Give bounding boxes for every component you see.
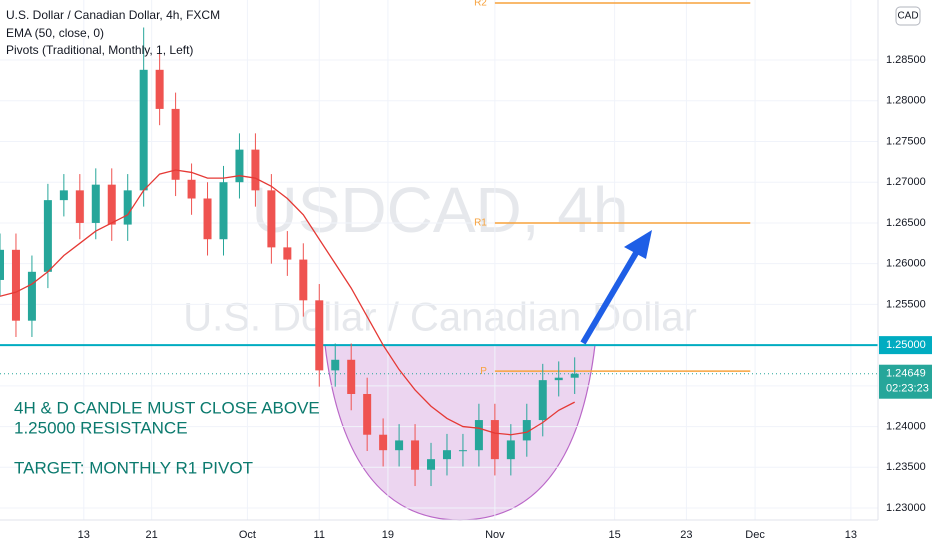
candle-body — [315, 300, 324, 371]
resistance-tag — [879, 336, 932, 355]
candle-body — [347, 359, 356, 394]
candle-body — [123, 190, 132, 225]
y-tick-label: 1.25500 — [886, 298, 926, 310]
pivot-label: R1 — [474, 218, 487, 229]
candle-body — [538, 380, 547, 421]
candle-body — [139, 69, 148, 191]
annotation: 1.25000 RESISTANCE — [14, 418, 188, 437]
y-tick-label: 1.23000 — [886, 502, 926, 514]
candle-body — [91, 184, 100, 223]
y-tick-label: 1.26000 — [886, 258, 926, 270]
candle-body — [267, 190, 276, 248]
candle-body — [219, 182, 228, 240]
candle-body — [299, 259, 308, 301]
candle-body — [331, 359, 340, 371]
x-tick-label: 13 — [845, 529, 857, 541]
x-tick-label: 19 — [382, 529, 394, 541]
candle-body — [490, 420, 499, 460]
arrow — [580, 251, 639, 345]
candle-body — [554, 377, 563, 381]
annotation: 4H & D CANDLE MUST CLOSE ABOVE — [14, 398, 320, 417]
pivot-label: R2 — [474, 0, 487, 9]
candle-body — [203, 198, 212, 240]
ema-line — [0, 169, 575, 436]
y-tick-label: 1.28500 — [886, 54, 926, 66]
candle-body — [11, 249, 20, 321]
indicator: Pivots (Traditional, Monthly, 1, Left) — [6, 43, 193, 57]
y-tick-label: 1.28000 — [886, 95, 926, 107]
pivot-label: P — [480, 366, 487, 377]
y-tick-label: 1.23500 — [886, 461, 926, 473]
candle-body — [27, 271, 36, 321]
indicator: EMA (50, close, 0) — [6, 26, 104, 40]
countdown: 02:23:23 — [886, 383, 929, 395]
x-tick-label: 23 — [680, 529, 692, 541]
candle-body — [171, 108, 180, 180]
candle-body — [75, 190, 84, 223]
candle-body — [570, 373, 579, 378]
candle-body — [155, 69, 164, 109]
x-tick-label: Oct — [239, 529, 256, 541]
candle-body — [43, 200, 52, 272]
x-tick-label: Nov — [485, 529, 505, 541]
x-tick-label: 15 — [608, 529, 620, 541]
candle-body — [0, 249, 4, 280]
y-tick-label: 1.26500 — [886, 217, 926, 229]
candle-body — [363, 393, 372, 435]
candle-body — [379, 434, 388, 451]
candle-body — [522, 420, 531, 441]
x-tick-label: 11 — [314, 529, 325, 541]
watermark: USDCAD, 4h — [252, 174, 629, 246]
candle-body — [395, 440, 404, 451]
candle-body — [474, 420, 483, 451]
candle-body — [442, 450, 451, 460]
last-price-label: 1.24649 — [886, 368, 926, 380]
candle-body — [251, 149, 260, 191]
arrow-head — [624, 230, 652, 259]
resistance-tag-label: 1.25000 — [886, 339, 926, 351]
candle-body — [458, 450, 467, 452]
x-tick-label: Dec — [745, 529, 765, 541]
y-tick-label: 1.27000 — [886, 176, 926, 188]
chart-title: U.S. Dollar / Canadian Dollar, 4h, FXCM — [6, 8, 220, 22]
candle-body — [411, 440, 420, 470]
candle-body — [283, 247, 292, 260]
x-tick-label: 13 — [78, 529, 90, 541]
y-tick-label: 1.27500 — [886, 135, 926, 147]
last-price-tag — [879, 364, 932, 399]
x-tick-label: 21 — [146, 529, 158, 541]
y-tick-label: 1.24000 — [886, 420, 926, 432]
currency-button[interactable] — [895, 6, 921, 26]
candle-body — [107, 184, 116, 225]
candle-body — [59, 190, 68, 201]
candle-body — [506, 440, 515, 460]
candle-body — [235, 149, 244, 183]
watermark: U.S. Dollar / Canadian Dollar — [183, 296, 697, 340]
candle-body — [187, 179, 196, 199]
candle-body — [427, 459, 436, 470]
currency-label[interactable]: CAD — [897, 11, 918, 22]
annotation: TARGET: MONTHLY R1 PIVOT — [14, 458, 253, 477]
